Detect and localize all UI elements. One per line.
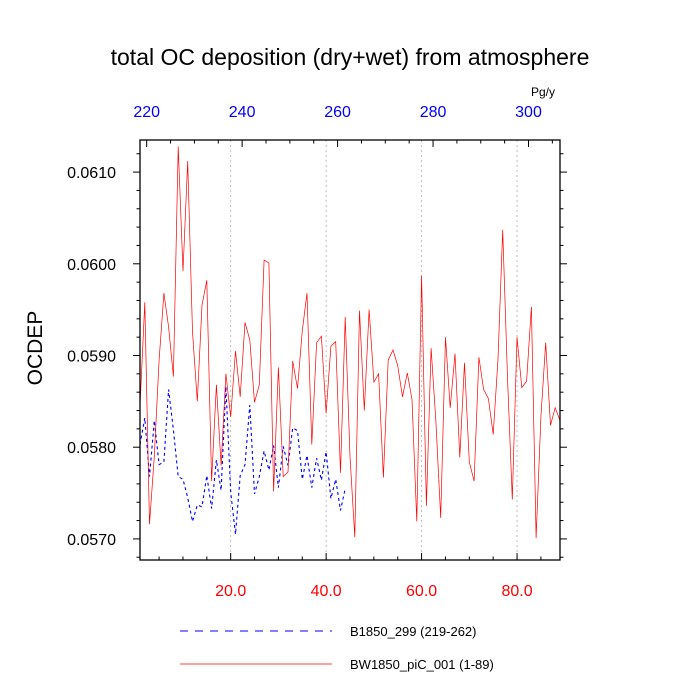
axis-ticks [133, 140, 567, 560]
legend: B1850_299 (219-262) BW1850_piC_001 (1-89) [180, 624, 494, 672]
top-tick-label: 260 [324, 104, 351, 121]
x-tick-label: 60.0 [406, 583, 437, 600]
legend-label: BW1850_piC_001 (1-89) [350, 657, 494, 672]
series-line [139, 146, 561, 539]
axis-tick-labels: 20.0 40.0 60.0 80.0 220 240 260 280 300 0.0570 0.0… [67, 104, 542, 600]
chart-title: total OC deposition (dry+wet) from atmos… [111, 44, 590, 70]
y-tick-label: 0.0580 [67, 440, 116, 457]
y-axis-label: OCDEP [24, 311, 47, 386]
units-label: Pg/y [531, 85, 555, 99]
y-tick-label: 0.0570 [67, 532, 116, 549]
x-tick-label: 40.0 [311, 583, 342, 600]
x-tick-label: 20.0 [215, 583, 246, 600]
series-line [139, 386, 346, 535]
top-tick-label: 280 [420, 104, 447, 121]
x-tick-label: 80.0 [501, 583, 532, 600]
y-tick-label: 0.0610 [67, 165, 116, 182]
top-tick-label: 240 [229, 104, 256, 121]
series-layer [139, 146, 561, 539]
legend-label: B1850_299 (219-262) [350, 624, 477, 639]
y-tick-label: 0.0600 [67, 257, 116, 274]
y-tick-label: 0.0590 [67, 349, 116, 366]
grid-lines [230, 140, 518, 560]
top-tick-label: 220 [133, 104, 160, 121]
top-tick-label: 300 [515, 104, 542, 121]
